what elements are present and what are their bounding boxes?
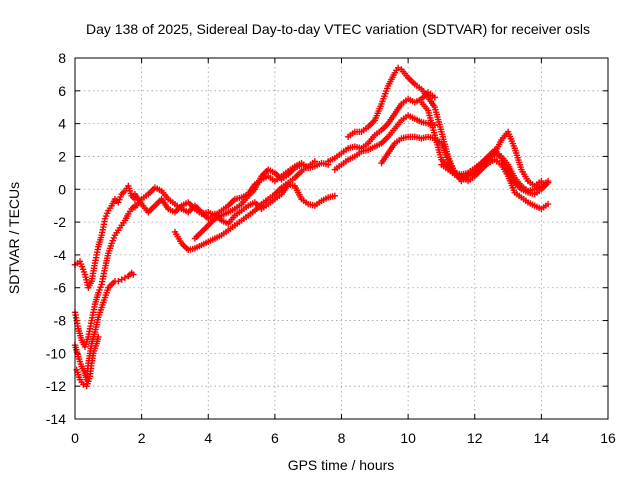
data-point-marker — [394, 64, 402, 72]
series-track-2 — [71, 202, 139, 350]
y-tick-label: -2 — [54, 214, 67, 230]
y-tick-label: 6 — [58, 83, 66, 99]
x-tick-label: 2 — [138, 430, 146, 446]
series-track-11 — [344, 64, 552, 195]
series-track-1 — [71, 182, 139, 291]
data-point-marker — [95, 333, 102, 341]
x-tick-label: 6 — [271, 430, 279, 446]
x-tick-label: 4 — [204, 430, 212, 446]
series-track-14 — [438, 146, 552, 198]
series-track-6 — [131, 181, 339, 227]
y-tick-label: -6 — [54, 280, 67, 296]
x-tick-label: 8 — [338, 430, 346, 446]
y-tick-label: -12 — [46, 378, 66, 394]
data-point-marker — [431, 94, 438, 101]
y-tick-label: 2 — [58, 148, 66, 164]
series-track-7 — [171, 158, 319, 254]
y-tick-label: 0 — [58, 181, 66, 197]
chart-title: Day 138 of 2025, Sidereal Day-to-day VTE… — [86, 21, 590, 37]
data-point-marker — [115, 277, 122, 285]
data-point-marker — [311, 158, 319, 165]
data-point-marker — [298, 161, 305, 168]
y-tick-label: 4 — [58, 116, 66, 132]
x-tick-label: 0 — [71, 430, 79, 446]
series-track-8 — [191, 161, 305, 242]
data-point-marker — [544, 179, 552, 186]
data-point-marker — [544, 200, 552, 208]
y-tick-label: -14 — [46, 411, 66, 427]
axis-ticks: 0 2 4 6 8 10 12 14 16 -14 -12 -10 -8 -6 -4 -2 0 2 4 6 8 — [46, 50, 616, 446]
x-tick-label: 10 — [400, 430, 416, 446]
x-tick-label: 16 — [600, 430, 616, 446]
data-points — [71, 64, 552, 390]
y-tick-label: -10 — [46, 345, 66, 361]
series-track-10 — [331, 112, 438, 173]
data-point-marker — [331, 192, 339, 200]
series-track-4 — [73, 333, 102, 390]
y-tick-label: -8 — [54, 313, 67, 329]
data-point-marker — [80, 381, 87, 388]
x-tick-label: 14 — [534, 430, 550, 446]
x-tick-label: 12 — [467, 430, 483, 446]
x-axis-label: GPS time / hours — [288, 457, 395, 473]
data-point-marker — [121, 274, 129, 282]
series-track-3 — [71, 269, 137, 383]
data-point-marker — [130, 271, 137, 278]
y-tick-label: 8 — [58, 50, 66, 66]
data-point-marker — [538, 177, 545, 185]
data-point-marker — [118, 276, 125, 283]
y-axis-label: SDTVAR / TECUs — [6, 182, 22, 294]
series-track-9 — [324, 89, 438, 165]
plot-frame — [74, 57, 609, 420]
grid-lines — [75, 58, 608, 419]
y-tick-label: -4 — [54, 247, 67, 263]
